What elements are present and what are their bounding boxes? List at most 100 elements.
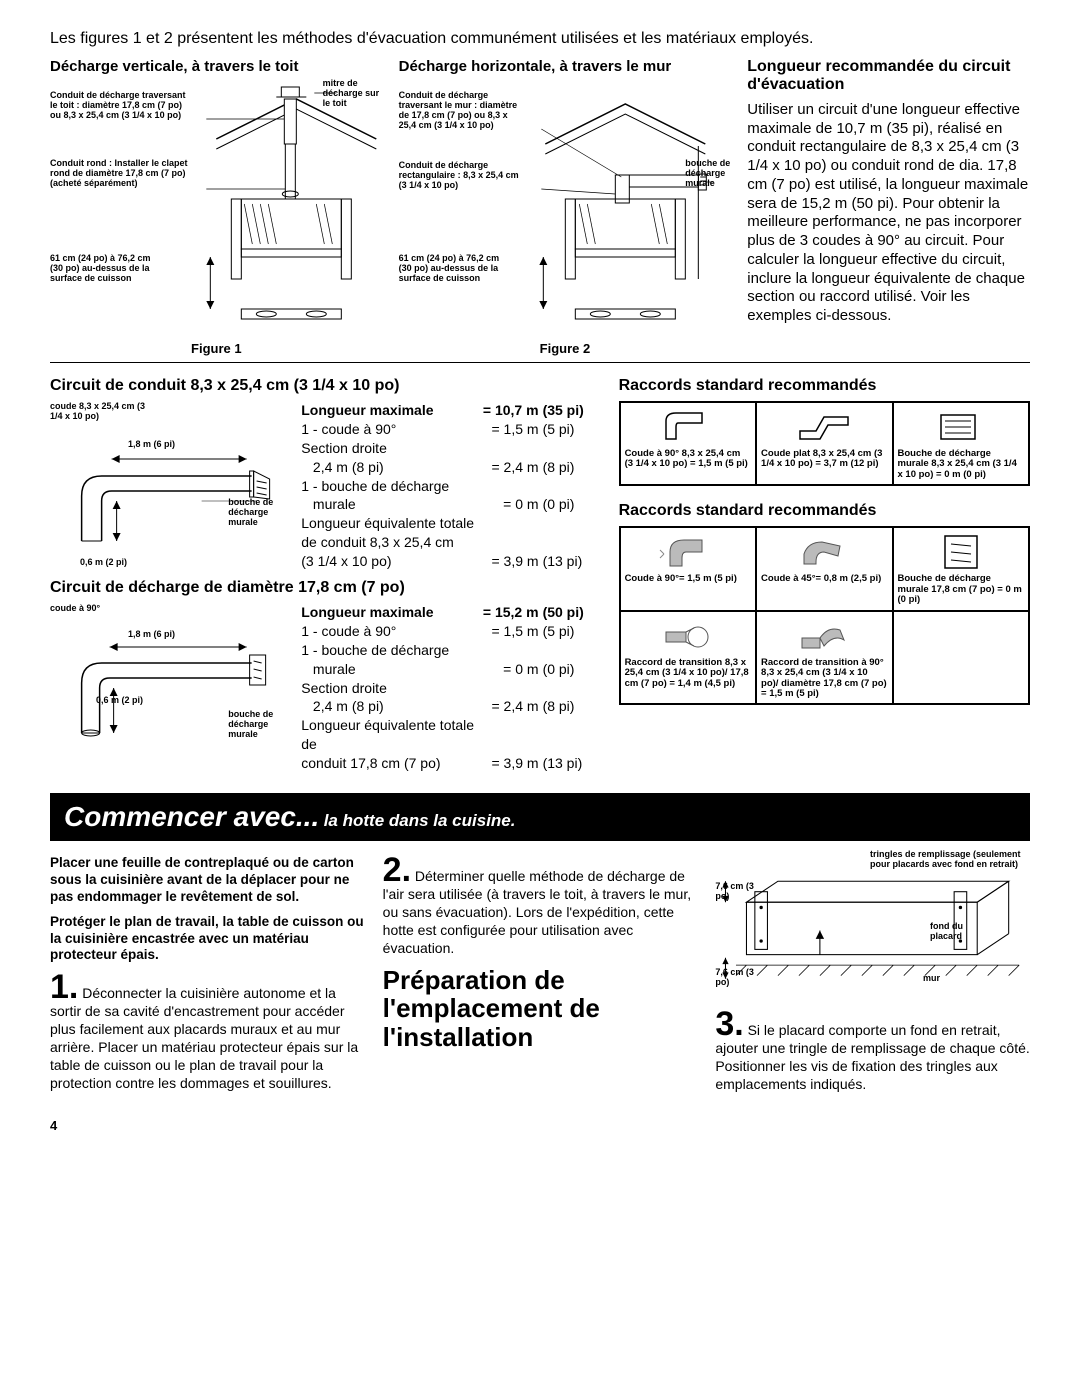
fig1-caption: Figure 1 xyxy=(50,341,383,356)
fitting-icon xyxy=(625,532,751,572)
warn2: Protéger le plan de travail, la table de… xyxy=(50,914,365,965)
calc-row: Section droite xyxy=(301,439,598,458)
wall-label: mur xyxy=(923,973,940,983)
fitting-cell-empty xyxy=(893,611,1029,705)
sect1-run: 1,8 m (6 pi) xyxy=(128,439,175,449)
calc-row: Section droite xyxy=(301,679,598,698)
fitting-caption: Bouche de décharge murale 8,3 x 25,4 cm … xyxy=(898,449,1024,480)
step-1-num: 1. xyxy=(50,972,78,1003)
s2-hdr-m: = 15,2 m xyxy=(483,603,543,622)
calc-row: (3 1/4 x 10 po)= 3,9 m(13 pi) xyxy=(301,552,598,571)
sect1-rise: 0,6 m (2 pi) xyxy=(80,557,127,567)
fitting-cell: Bouche de décharge murale 8,3 x 25,4 cm … xyxy=(893,402,1029,485)
fitting-caption: Coude à 45°= 0,8 m (2,5 pi) xyxy=(761,574,887,584)
fig2-label-a: Conduit de décharge traversant le mur : … xyxy=(399,91,527,131)
fig1-title: Décharge verticale, à travers le toit xyxy=(50,58,383,75)
fig2-caption: Figure 2 xyxy=(399,341,732,356)
fitting-caption: Coude à 90°= 1,5 m (5 pi) xyxy=(625,574,751,584)
s1-hdr-l: Longueur maximale xyxy=(301,401,482,420)
fitting-icon xyxy=(625,407,751,447)
s1-hdr-r: (35 pi) xyxy=(543,401,599,420)
warn1: Placer une feuille de contreplaqué ou de… xyxy=(50,855,365,906)
sect2-run: 1,8 m (6 pi) xyxy=(128,629,175,639)
fittings-column: Raccords standard recommandés Coude à 90… xyxy=(619,373,1030,773)
fig1-label-d: mitre de décharge sur le toit xyxy=(323,79,383,109)
sect1-heading: Circuit de conduit 8,3 x 25,4 cm (3 1/4 … xyxy=(50,377,599,395)
fitting-cell: Bouche de décharge murale 17,8 cm (7 po)… xyxy=(893,527,1029,610)
right-heading: Longueur recommandée du circuit d'évacua… xyxy=(747,58,1030,95)
figure-1: Décharge verticale, à travers le toit xyxy=(50,58,383,356)
fig1-label-c: 61 cm (24 po) à 76,2 cm (30 po) au-dessu… xyxy=(50,254,155,284)
fitting-caption: Raccord de transition 8,3 x 25,4 cm (3 1… xyxy=(625,658,751,689)
s2-hdr-r: (50 pi) xyxy=(543,603,599,622)
calc-row: murale= 0 m(0 pi) xyxy=(301,495,598,514)
calc-row: Longueur équivalente totale xyxy=(301,514,598,533)
step-2-text: Déterminer quelle méthode de décharge de… xyxy=(383,868,691,956)
fitting-cell: Raccord de transition 8,3 x 25,4 cm (3 1… xyxy=(620,611,756,705)
fittings1-grid: Coude à 90° 8,3 x 25,4 cm (3 1/4 x 10 po… xyxy=(619,401,1030,486)
fig2-label-c: 61 cm (24 po) à 76,2 cm (30 po) au-dessu… xyxy=(399,254,504,284)
dim2: 7,6 cm (3 po) xyxy=(715,967,755,987)
fitting-icon xyxy=(898,532,1024,572)
sect1-diagram xyxy=(50,401,293,571)
bottom-col-2: 2. Déterminer quelle méthode de décharge… xyxy=(383,855,698,1094)
step-2-num: 2. xyxy=(383,855,411,886)
calc-row: 1 - coude à 90°= 1,5 m(5 pi) xyxy=(301,622,598,641)
left-systems: Circuit de conduit 8,3 x 25,4 cm (3 1/4 … xyxy=(50,373,599,773)
sect2-elbow-label: coude à 90° xyxy=(50,603,100,613)
calc-row: conduit 17,8 cm (7 po)= 3,9 m(13 pi) xyxy=(301,754,598,773)
prep-title: Préparation de l'emplacement de l'instal… xyxy=(383,966,698,1052)
fittings2-grid: Coude à 90°= 1,5 m (5 pi) Coude à 45°= 0,… xyxy=(619,526,1030,705)
fitting-cell: Coude à 90° 8,3 x 25,4 cm (3 1/4 x 10 po… xyxy=(620,402,756,485)
fitting-caption: Coude à 90° 8,3 x 25,4 cm (3 1/4 x 10 po… xyxy=(625,449,751,470)
s2-hdr-l: Longueur maximale xyxy=(301,603,482,622)
calc-row: murale= 0 m(0 pi) xyxy=(301,660,598,679)
calc-row: 2,4 m (8 pi)= 2,4 m(8 pi) xyxy=(301,458,598,477)
fitting-icon xyxy=(625,616,751,656)
fitting-caption: Bouche de décharge murale 17,8 cm (7 po)… xyxy=(898,574,1024,605)
page-number: 4 xyxy=(50,1118,1030,1133)
fitting-icon xyxy=(761,407,887,447)
calc-row: 1 - bouche de décharge xyxy=(301,641,598,660)
dim1: 7,6 cm (3 po) xyxy=(715,881,755,901)
sect2-cap: bouche de décharge murale xyxy=(228,709,293,739)
sect1-elbow-label: coude 8,3 x 25,4 cm (3 1/4 x 10 po) xyxy=(50,401,150,421)
fitting-icon xyxy=(761,616,887,656)
fitting-icon xyxy=(761,532,887,572)
calc-row: 2,4 m (8 pi)= 2,4 m(8 pi) xyxy=(301,697,598,716)
right-column: Longueur recommandée du circuit d'évacua… xyxy=(747,58,1030,356)
fitting-cell: Coude à 45°= 0,8 m (2,5 pi) xyxy=(756,527,892,610)
bottom-label: fond du placard xyxy=(930,921,990,941)
intro-text: Les figures 1 et 2 présentent les méthod… xyxy=(50,30,1030,48)
bottom-col-3: tringles de remplissage (seulement pour … xyxy=(715,855,1030,1094)
fitting-cell: Raccord de transition à 90° 8,3 x 25,4 c… xyxy=(756,611,892,705)
step-3-num: 3. xyxy=(715,1009,743,1040)
calc-row: 1 - coude à 90°= 1,5 m(5 pi) xyxy=(301,420,598,439)
fitting-cell: Coude à 90°= 1,5 m (5 pi) xyxy=(620,527,756,610)
filler-label: tringles de remplissage (seulement pour … xyxy=(870,849,1030,869)
bottom-col-1: Placer une feuille de contreplaqué ou de… xyxy=(50,855,365,1094)
calc-row: Longueur équivalente totale de xyxy=(301,716,598,754)
sect1-cap: bouche de décharge murale xyxy=(228,497,293,527)
fig1-label-b: Conduit rond : Installer le clapet rond … xyxy=(50,159,190,189)
fitting-caption: Raccord de transition à 90° 8,3 x 25,4 c… xyxy=(761,658,887,700)
bar-small: la hotte dans la cuisine. xyxy=(324,811,516,830)
calc-row: de conduit 8,3 x 25,4 cm xyxy=(301,533,598,552)
fitting-cell: Coude plat 8,3 x 25,4 cm (3 1/4 x 10 po)… xyxy=(756,402,892,485)
sect2-rise: 0,6 m (2 pi) xyxy=(96,695,143,705)
bar-big: Commencer avec... xyxy=(64,801,319,832)
sect2-table: Longueur maximale= 15,2 m(50 pi) 1 - cou… xyxy=(301,603,598,773)
calc-row: 1 - bouche de décharge xyxy=(301,477,598,496)
step-1-text: Déconnecter la cuisinière autonome et la… xyxy=(50,985,358,1091)
s1-hdr-m: = 10,7 m xyxy=(483,401,543,420)
figure-2: Décharge horizontale, à travers le mur xyxy=(399,58,732,356)
fitting-icon xyxy=(898,407,1024,447)
sect2-heading: Circuit de décharge de diamètre 17,8 cm … xyxy=(50,579,599,597)
separator-1 xyxy=(50,362,1030,363)
fig2-label-d: bouche de décharge murale xyxy=(685,159,743,189)
fittings2-h: Raccords standard recommandés xyxy=(619,502,1030,520)
fittings1-h: Raccords standard recommandés xyxy=(619,377,1030,395)
fitting-caption: Coude plat 8,3 x 25,4 cm (3 1/4 x 10 po)… xyxy=(761,449,887,470)
sect1-table: Longueur maximale= 10,7 m(35 pi) 1 - cou… xyxy=(301,401,598,571)
fig2-label-b: Conduit de décharge rectangulaire : 8,3 … xyxy=(399,161,525,191)
